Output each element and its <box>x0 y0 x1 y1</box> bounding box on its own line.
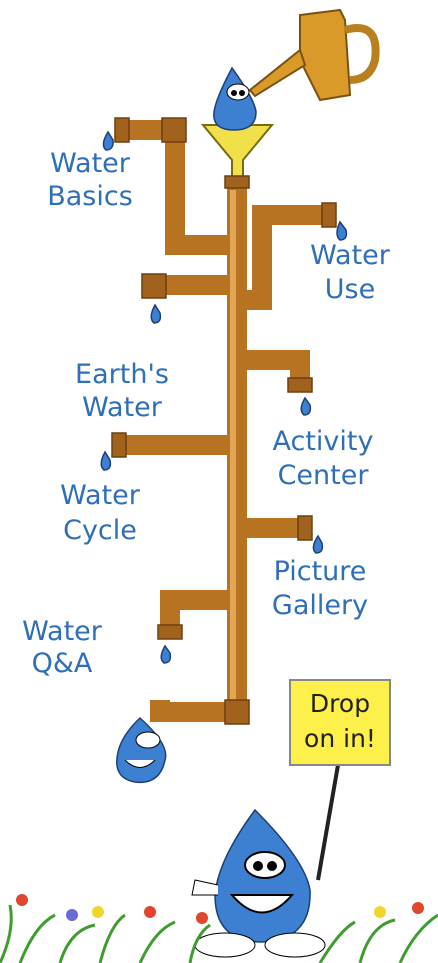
menu-label[interactable]: Gallery <box>272 590 368 621</box>
menu-label[interactable]: Center <box>278 460 370 491</box>
sign-text: Drop <box>310 689 370 718</box>
drop-character <box>214 68 256 130</box>
menu-label[interactable]: Use <box>325 274 375 305</box>
menu-label[interactable]: Cycle <box>63 515 137 546</box>
small-drop-character <box>117 718 166 782</box>
menu-label[interactable]: Water <box>60 480 141 511</box>
menu-item[interactable]: Water Cycle <box>60 480 141 546</box>
menu-label[interactable]: Water <box>310 240 391 271</box>
sign: Drop on in! <box>290 680 390 880</box>
menu-label[interactable]: Basics <box>47 181 133 212</box>
menu-label[interactable]: Earth's <box>75 359 169 390</box>
big-drop-character <box>192 810 325 957</box>
menu-label[interactable]: Water <box>82 392 163 423</box>
sign-text: on in! <box>304 724 376 753</box>
pipe-menu: Drop on in! WaterBasics WaterUse Earth's… <box>0 0 438 963</box>
menu-label[interactable]: Water <box>50 148 131 179</box>
menu-label[interactable]: Water <box>22 616 103 647</box>
menu-label[interactable]: Activity <box>273 426 374 457</box>
menu-label[interactable]: Picture <box>274 556 367 587</box>
watering-can <box>250 10 376 100</box>
menu-label[interactable]: Q&A <box>32 648 93 679</box>
funnel <box>203 125 272 178</box>
